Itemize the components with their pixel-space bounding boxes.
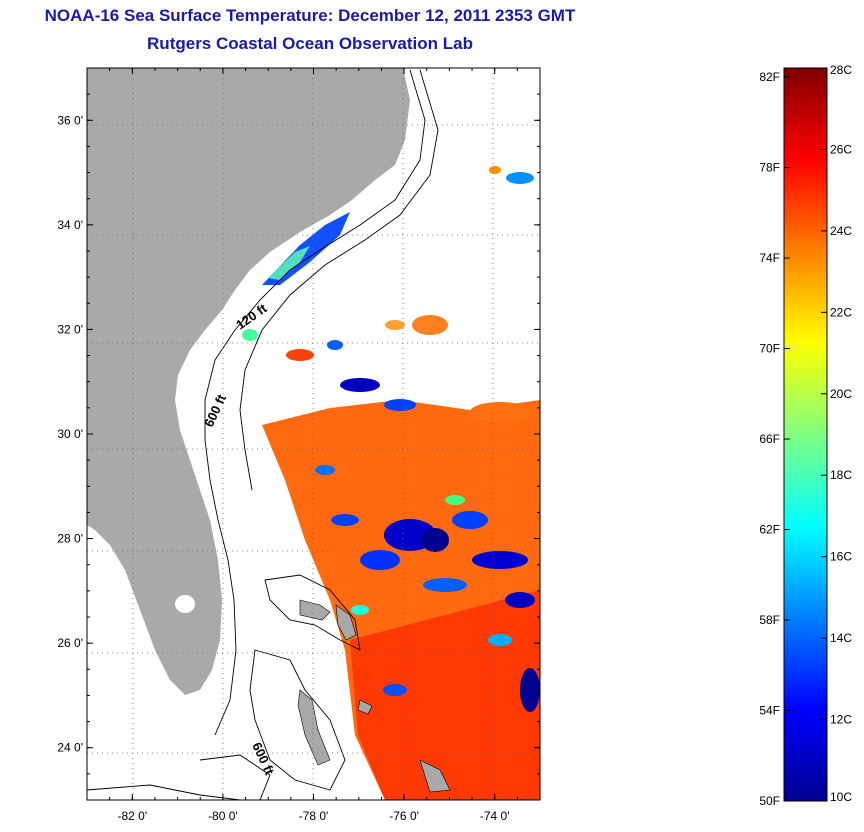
colorbar-celsius-label: 10C: [830, 790, 852, 804]
lon-tick-label: -78 0': [299, 809, 329, 823]
land-us-southeast: [87, 68, 410, 695]
colorbar-fahrenheit-label: 62F: [759, 523, 780, 537]
lon-tick-label: -76 0': [389, 809, 419, 823]
bathymetry-contours: [87, 69, 439, 800]
lat-tick-label: 30 0': [57, 427, 83, 441]
colorbar-celsius-scale: 28C 26C 24C 22C 20C 18C 16C 14C 12C 10C: [821, 63, 852, 804]
lat-tick-label: 36 0': [57, 113, 83, 127]
colorbar-celsius-label: 14C: [830, 631, 852, 645]
colorbar-fahrenheit-label: 58F: [759, 613, 780, 627]
lat-tick-label: 24 0': [57, 741, 83, 755]
sst-coastal-mid: [268, 246, 310, 280]
sst-scatter-north: [242, 166, 534, 422]
longitude-axis: -82 0' -80 0' -78 0' -76 0' -74 0': [86, 68, 541, 823]
graticule: [87, 68, 540, 800]
lon-tick-label: -74 0': [480, 809, 510, 823]
colorbar-celsius-label: 26C: [830, 142, 852, 156]
lat-tick-label: 34 0': [57, 218, 83, 232]
colorbar-fahrenheit-label: 66F: [759, 432, 780, 446]
lon-tick-label: -80 0': [208, 809, 238, 823]
colorbar-fahrenheit-label: 82F: [759, 70, 780, 84]
map-subtitle: Rutgers Coastal Ocean Observation Lab: [147, 34, 473, 53]
colorbar: [783, 67, 828, 802]
land-bahamas: [297, 599, 451, 793]
colorbar-celsius-label: 16C: [830, 550, 852, 564]
colorbar-fahrenheit-label: 50F: [759, 794, 780, 808]
map-title: NOAA-16 Sea Surface Temperature: Decembe…: [44, 6, 576, 25]
colorbar-celsius-label: 12C: [830, 713, 852, 727]
lat-tick-label: 32 0': [57, 322, 83, 336]
lat-tick-label: 28 0': [57, 532, 83, 546]
lat-tick-label: 26 0': [57, 636, 83, 650]
lon-tick-label: -82 0': [117, 809, 147, 823]
colorbar-fahrenheit-label: 74F: [759, 251, 780, 265]
colorbar-fahrenheit-label: 78F: [759, 161, 780, 175]
colorbar-celsius-label: 18C: [830, 468, 852, 482]
colorbar-celsius-label: 22C: [830, 305, 852, 319]
colorbar-celsius-label: 20C: [830, 387, 852, 401]
colorbar-celsius-label: 28C: [830, 63, 852, 77]
latitude-axis: 24 0' 26 0' 28 0' 30 0' 32 0' 34 0' 36 0': [57, 67, 540, 801]
colorbar-fahrenheit-scale: 82F 78F 74F 70F 66F 62F 58F 54F 50F: [759, 70, 790, 808]
lake-okeechobee: [175, 595, 195, 613]
sst-cool-patches: [315, 465, 540, 712]
colorbar-fahrenheit-label: 54F: [759, 704, 780, 718]
colorbar-fahrenheit-label: 70F: [759, 342, 780, 356]
colorbar-celsius-label: 24C: [830, 224, 852, 238]
